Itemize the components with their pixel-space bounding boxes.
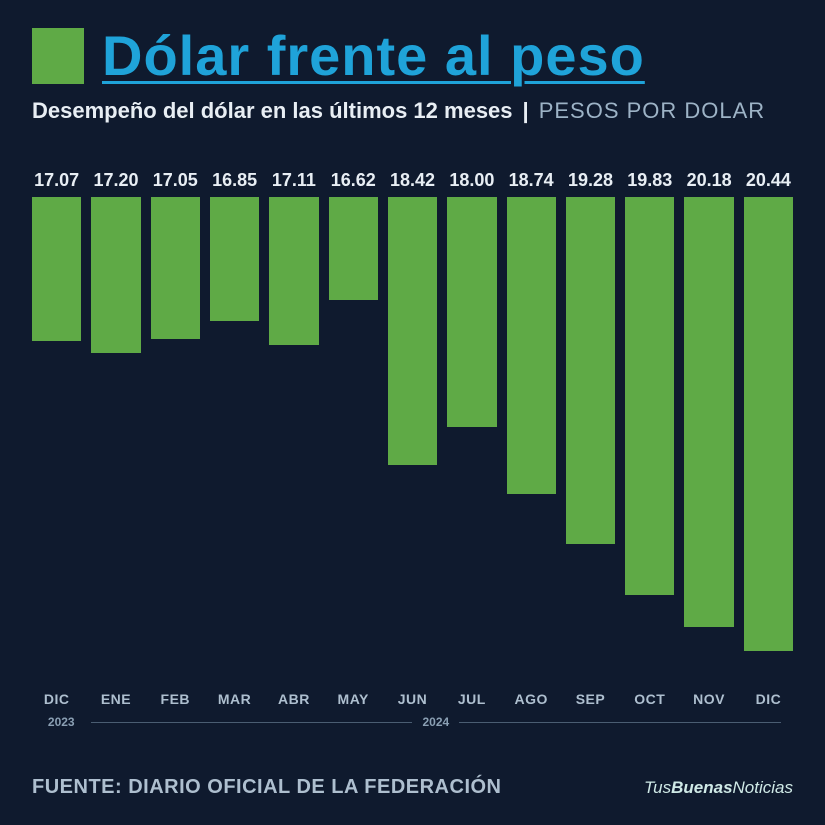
bar-column: 20.18 <box>684 170 733 675</box>
bar <box>32 197 81 341</box>
bar-value-label: 17.05 <box>153 170 198 191</box>
year-divider-line <box>91 722 413 723</box>
x-axis-label: ENE <box>91 691 140 707</box>
bar <box>210 197 259 321</box>
bar-value-label: 20.44 <box>746 170 791 191</box>
bar-value-label: 18.00 <box>449 170 494 191</box>
x-axis-label: FEB <box>151 691 200 707</box>
bar-column: 17.20 <box>91 170 140 675</box>
x-axis-label: SEP <box>566 691 615 707</box>
x-axis-label: DIC <box>744 691 793 707</box>
x-axis-label: AGO <box>507 691 556 707</box>
chart-title: Dólar frente al peso <box>102 28 645 84</box>
bar-column: 18.74 <box>507 170 556 675</box>
title-row: Dólar frente al peso <box>32 28 793 84</box>
x-axis-label: DIC <box>32 691 81 707</box>
bar <box>329 197 378 300</box>
bar-column: 16.62 <box>329 170 378 675</box>
bar-column: 19.83 <box>625 170 674 675</box>
bar-value-label: 17.07 <box>34 170 79 191</box>
bars-container: 17.07 17.20 17.05 16.85 17.11 16.62 18.42 18.00… <box>32 170 793 675</box>
accent-block-icon <box>32 28 84 84</box>
x-axis-labels: DIC ENE FEB MAR ABR MAY JUN JUL AGO SEP OCT NOV DIC <box>32 691 793 707</box>
x-axis-label: ABR <box>269 691 318 707</box>
year-divider-line <box>459 722 781 723</box>
year-row: 2023 2024 <box>32 715 793 729</box>
x-axis-label: MAR <box>210 691 259 707</box>
x-axis-label: JUL <box>447 691 496 707</box>
bar-value-label: 17.20 <box>93 170 138 191</box>
bar-column: 17.07 <box>32 170 81 675</box>
bar <box>507 197 556 494</box>
bar-column: 20.44 <box>744 170 793 675</box>
subtitle-row: Desempeño del dólar en las últimos 12 me… <box>32 98 793 124</box>
bar-value-label: 19.83 <box>627 170 672 191</box>
footer: FUENTE: DIARIO OFICIAL DE LA FEDERACIÓN … <box>32 776 793 799</box>
chart-subtitle: Desempeño del dólar en las últimos 12 me… <box>32 98 513 124</box>
bar-value-label: 19.28 <box>568 170 613 191</box>
brand-part-1: Tus <box>644 778 671 797</box>
x-axis-label: OCT <box>625 691 674 707</box>
bar-column: 17.05 <box>151 170 200 675</box>
bar-column: 16.85 <box>210 170 259 675</box>
bar-value-label: 16.62 <box>331 170 376 191</box>
year-label: 2024 <box>412 715 459 729</box>
bar-value-label: 18.42 <box>390 170 435 191</box>
brand-part-2: Buenas <box>671 778 732 797</box>
year-label: 2023 <box>32 715 91 729</box>
chart-area: 17.07 17.20 17.05 16.85 17.11 16.62 18.42 18.00… <box>32 170 793 675</box>
bar-value-label: 20.18 <box>687 170 732 191</box>
bar-column: 19.28 <box>566 170 615 675</box>
bar <box>91 197 140 353</box>
bar-value-label: 17.11 <box>272 170 316 191</box>
bar <box>269 197 318 345</box>
x-axis-label: JUN <box>388 691 437 707</box>
chart-card: Dólar frente al peso Desempeño del dólar… <box>0 0 825 825</box>
bar <box>388 197 437 465</box>
bar <box>625 197 674 595</box>
bar-value-label: 16.85 <box>212 170 257 191</box>
x-axis-label: NOV <box>684 691 733 707</box>
bar-column: 18.00 <box>447 170 496 675</box>
bar <box>151 197 200 339</box>
bar <box>447 197 496 427</box>
bar <box>684 197 733 627</box>
brand-logo: TusBuenasNoticias <box>644 778 793 798</box>
bar-value-label: 18.74 <box>509 170 554 191</box>
bar-column: 18.42 <box>388 170 437 675</box>
source-label: FUENTE: DIARIO OFICIAL DE LA FEDERACIÓN <box>32 776 502 799</box>
brand-part-3: Noticias <box>733 778 793 797</box>
chart-unit: PESOS POR DOLAR <box>539 98 766 124</box>
x-axis-label: MAY <box>329 691 378 707</box>
bar <box>566 197 615 544</box>
subtitle-separator: | <box>523 98 529 124</box>
bar <box>744 197 793 651</box>
bar-column: 17.11 <box>269 170 318 675</box>
